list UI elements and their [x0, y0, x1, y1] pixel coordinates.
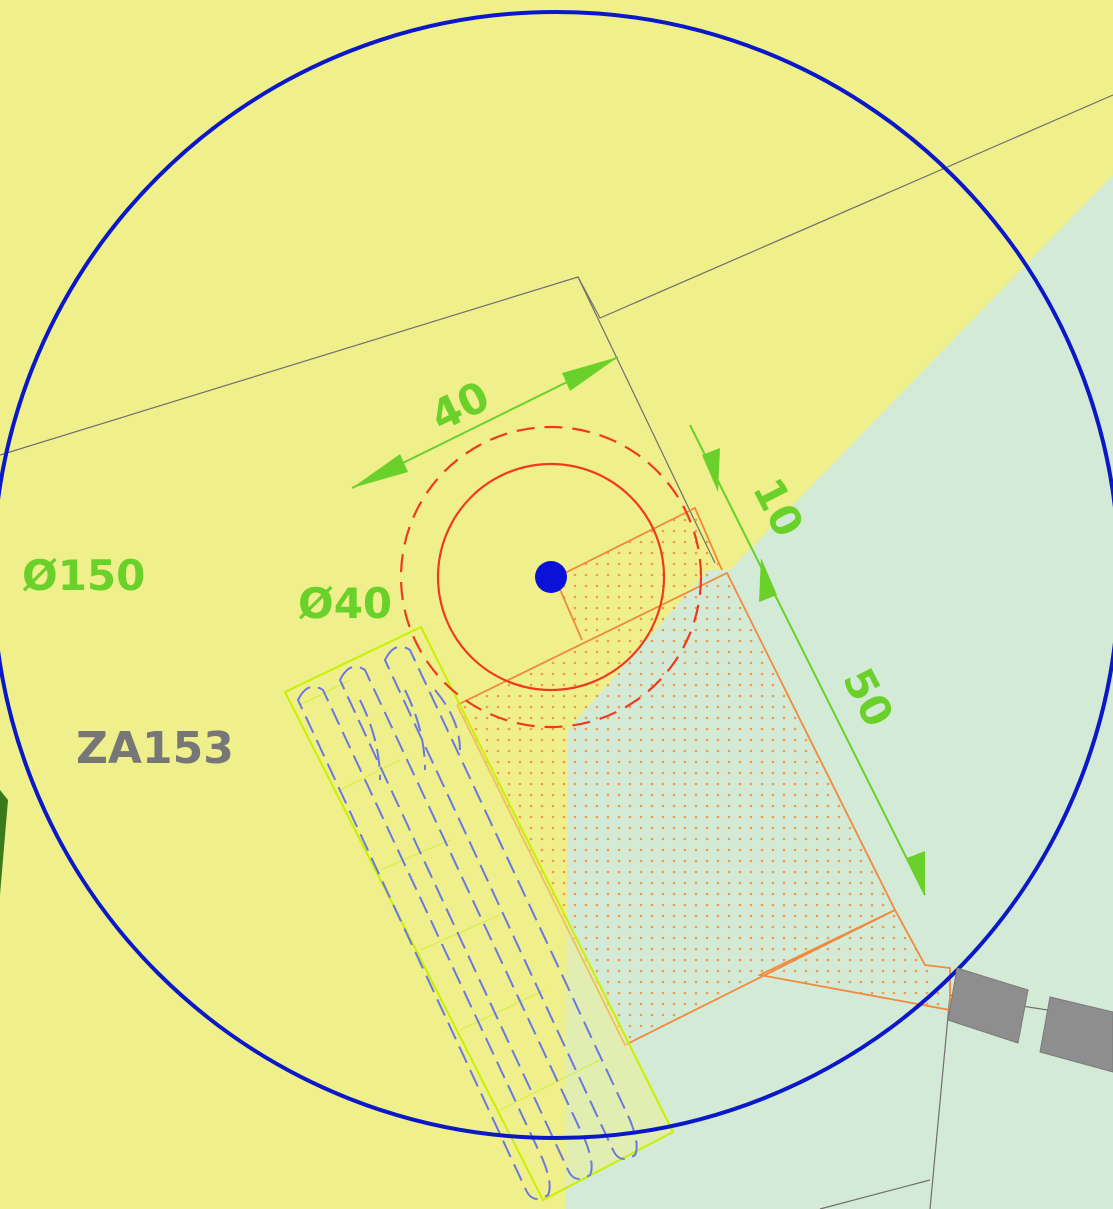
arrowhead-icon [562, 357, 618, 391]
site-label: ZA153 [76, 723, 234, 774]
pavers [947, 967, 1113, 1073]
arrowhead-icon [759, 558, 777, 602]
edge-vegetation [0, 790, 8, 895]
inner-diameter-label: Ø40 [298, 579, 392, 628]
arrowhead-icon [702, 448, 720, 492]
protection-circle [436, 462, 666, 692]
outer-circle [0, 10, 1113, 1140]
arrowhead-icon [352, 454, 408, 488]
bench-element [283, 625, 675, 1202]
center-point-icon [535, 561, 567, 593]
dimension-lines [351, 356, 926, 896]
outer-diameter-label: Ø150 [22, 551, 145, 600]
protection-circle-dashed [399, 425, 703, 729]
arrowhead-icon [907, 851, 925, 895]
